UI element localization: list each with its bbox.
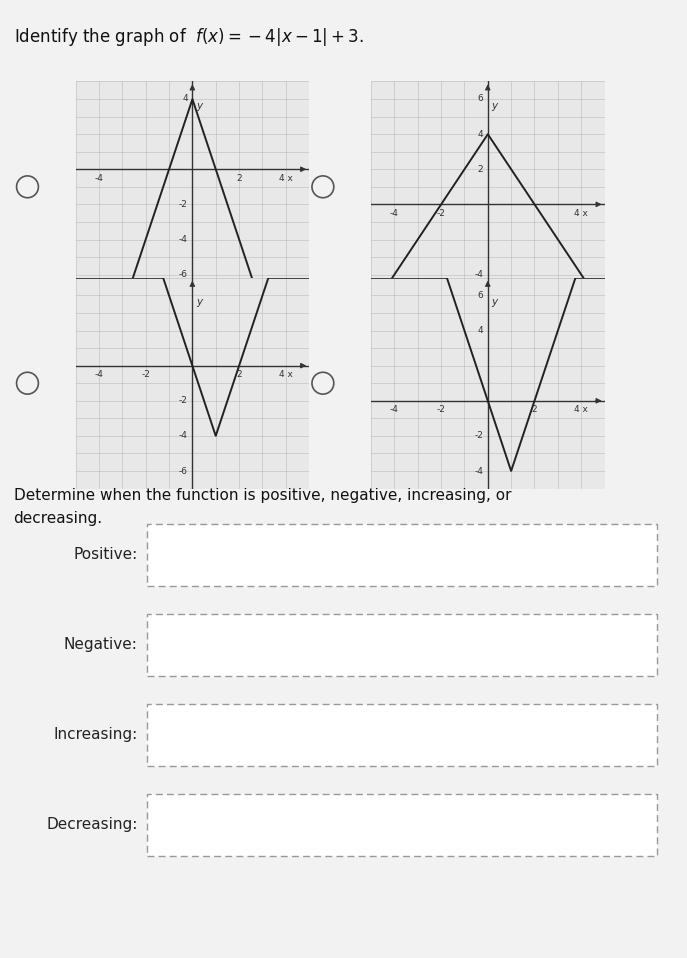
Text: -4: -4 <box>179 235 188 244</box>
Text: -4: -4 <box>95 370 103 379</box>
FancyBboxPatch shape <box>147 794 657 855</box>
Text: 2: 2 <box>532 405 537 414</box>
Text: 4 x: 4 x <box>279 370 293 379</box>
Text: y: y <box>491 101 497 111</box>
Text: 4 x: 4 x <box>574 405 588 414</box>
Text: Identify the graph of  $f(x)=-4|x-1|+3$.: Identify the graph of $f(x)=-4|x-1|+3$. <box>14 27 363 48</box>
Text: -4: -4 <box>390 209 398 217</box>
Text: -4: -4 <box>179 431 188 441</box>
Text: Decreasing:: Decreasing: <box>46 817 137 833</box>
Text: -2: -2 <box>474 431 483 441</box>
Text: -4: -4 <box>95 173 103 183</box>
Text: Increasing:: Increasing: <box>53 727 137 742</box>
Text: 2: 2 <box>236 370 242 379</box>
Text: y: y <box>196 101 202 111</box>
Text: 4: 4 <box>477 129 483 139</box>
Text: -4: -4 <box>474 270 483 279</box>
Text: -6: -6 <box>179 467 188 475</box>
Text: 4 x: 4 x <box>279 173 293 183</box>
Text: -4: -4 <box>474 467 483 475</box>
Text: -2: -2 <box>142 370 150 379</box>
Text: -2: -2 <box>437 405 445 414</box>
FancyBboxPatch shape <box>147 704 657 765</box>
Text: -2: -2 <box>179 200 188 209</box>
Text: y: y <box>491 297 497 308</box>
Text: 6: 6 <box>477 95 483 103</box>
Text: 6: 6 <box>477 291 483 300</box>
Text: -6: -6 <box>179 270 188 279</box>
Text: -2: -2 <box>179 397 188 405</box>
Text: -2: -2 <box>437 209 445 217</box>
FancyBboxPatch shape <box>147 614 657 675</box>
Text: 4: 4 <box>182 95 188 103</box>
FancyBboxPatch shape <box>147 524 657 585</box>
Text: 4: 4 <box>477 326 483 335</box>
Text: Positive:: Positive: <box>73 547 137 562</box>
Text: Negative:: Negative: <box>63 637 137 652</box>
Text: y: y <box>196 297 202 308</box>
Text: Determine when the function is positive, negative, increasing, or
decreasing.: Determine when the function is positive,… <box>14 489 511 526</box>
Text: 2: 2 <box>477 165 483 173</box>
Text: 2: 2 <box>236 173 242 183</box>
Text: 4 x: 4 x <box>574 209 588 217</box>
Text: -4: -4 <box>390 405 398 414</box>
